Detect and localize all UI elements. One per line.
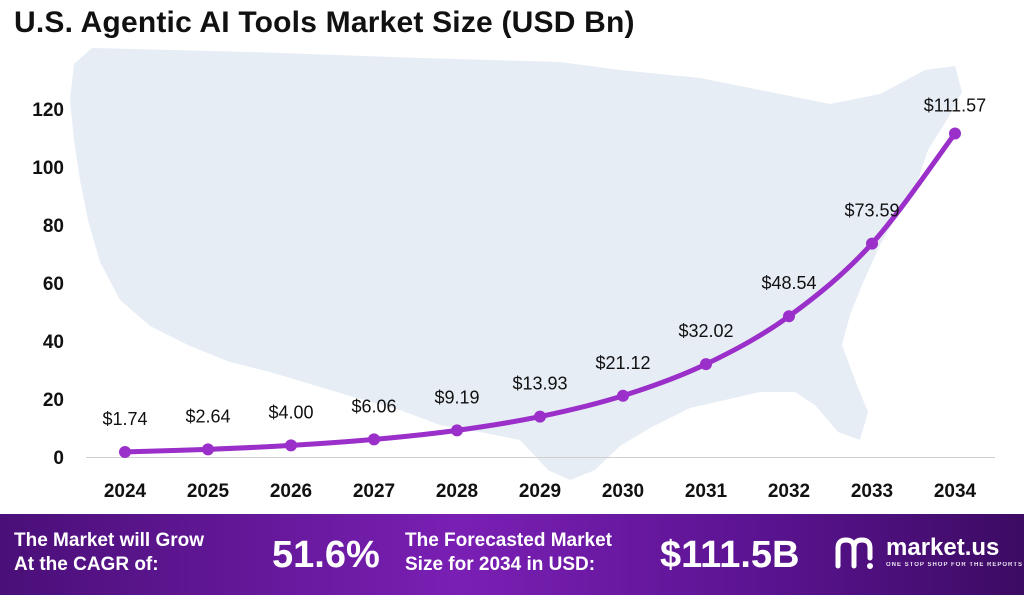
data-point bbox=[285, 439, 297, 452]
y-tick-label: 0 bbox=[53, 448, 64, 469]
x-axis: 2024 2025 2026 2027 2028 2029 2030 2031 2032 2033… bbox=[104, 481, 977, 502]
data-point bbox=[866, 237, 878, 250]
data-label: $4.00 bbox=[268, 402, 313, 422]
market-us-logo-icon bbox=[835, 537, 873, 569]
forecast-value: $111.5B bbox=[660, 534, 800, 576]
forecast-label-line2: Size for 2034 in USD: bbox=[405, 554, 596, 575]
data-label: $13.93 bbox=[512, 374, 567, 394]
x-tick-label: 2032 bbox=[768, 481, 810, 502]
x-tick-label: 2031 bbox=[685, 481, 728, 502]
data-labels: $1.74 $2.64 $4.00 $6.06 $9.19 $13.93 $21.12 $32… bbox=[102, 95, 986, 429]
y-tick-label: 100 bbox=[32, 158, 64, 179]
data-label: $9.19 bbox=[434, 387, 479, 407]
data-point bbox=[534, 410, 546, 423]
x-tick-label: 2026 bbox=[270, 481, 312, 502]
x-tick-label: 2029 bbox=[519, 481, 561, 502]
cagr-label-line1: The Market will Grow bbox=[14, 530, 205, 551]
data-label: $21.12 bbox=[595, 353, 650, 373]
footer-banner: The Market will Grow At the CAGR of: 51.… bbox=[0, 514, 1024, 595]
data-point bbox=[202, 443, 214, 456]
data-point bbox=[617, 389, 629, 402]
data-point bbox=[451, 424, 463, 437]
x-tick-label: 2028 bbox=[436, 481, 478, 502]
x-tick-label: 2034 bbox=[934, 481, 977, 502]
x-tick-label: 2027 bbox=[353, 481, 395, 502]
data-point bbox=[949, 127, 961, 140]
data-label: $32.02 bbox=[678, 321, 733, 341]
brand-name: market.us bbox=[886, 534, 1000, 561]
x-tick-label: 2030 bbox=[602, 481, 644, 502]
y-tick-label: 40 bbox=[43, 332, 64, 353]
cagr-label-line2: At the CAGR of: bbox=[14, 554, 159, 575]
y-tick-label: 80 bbox=[43, 216, 64, 237]
data-point bbox=[368, 433, 380, 446]
data-label: $1.74 bbox=[102, 409, 147, 429]
x-tick-label: 2024 bbox=[104, 481, 147, 502]
data-point bbox=[119, 445, 131, 458]
y-tick-label: 120 bbox=[32, 100, 64, 121]
forecast-label-line1: The Forecasted Market bbox=[405, 530, 612, 551]
data-label: $111.57 bbox=[924, 95, 986, 115]
x-tick-label: 2033 bbox=[851, 481, 893, 502]
data-point bbox=[783, 310, 795, 323]
data-point bbox=[700, 358, 712, 371]
y-tick-label: 60 bbox=[43, 274, 64, 295]
y-axis: 0 20 40 60 80 100 120 bbox=[32, 100, 64, 469]
data-label: $6.06 bbox=[351, 396, 396, 416]
data-label: $2.64 bbox=[185, 406, 230, 426]
cagr-value: 51.6% bbox=[272, 534, 380, 576]
y-tick-label: 20 bbox=[43, 390, 64, 411]
data-label: $73.59 bbox=[844, 201, 899, 221]
data-label: $48.54 bbox=[761, 273, 816, 293]
us-map-silhouette bbox=[70, 48, 962, 480]
market-size-chart: 0 20 40 60 80 100 120 2024 2025 2026 2027 2028 2029… bbox=[32, 48, 995, 502]
x-tick-label: 2025 bbox=[187, 481, 230, 502]
data-points bbox=[119, 127, 961, 458]
chart-title: U.S. Agentic AI Tools Market Size (USD B… bbox=[14, 6, 635, 39]
brand-logo: market.us ONE STOP SHOP FOR THE REPORTS bbox=[834, 534, 1022, 574]
brand-tagline: ONE STOP SHOP FOR THE REPORTS bbox=[886, 562, 1024, 568]
